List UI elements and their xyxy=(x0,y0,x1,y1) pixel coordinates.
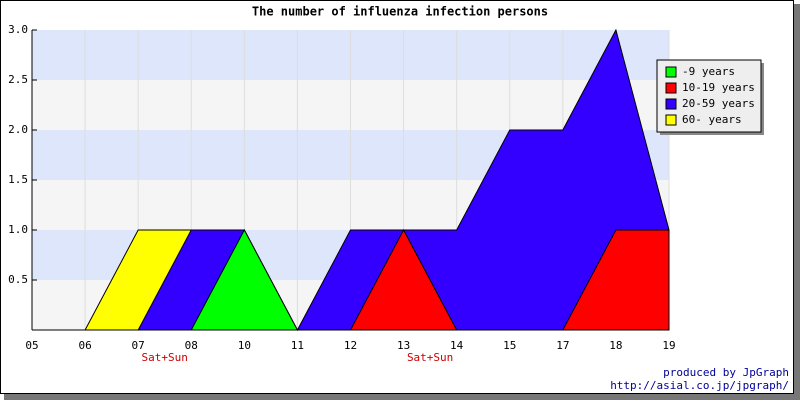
annotation: Sat+Sun xyxy=(407,351,453,364)
x-tick-label: 07 xyxy=(132,339,145,352)
y-tick-label: 3.0 xyxy=(8,23,28,36)
y-tick-label: 2.0 xyxy=(8,123,28,136)
x-tick-label: 11 xyxy=(291,339,304,352)
credit: produced by JpGraph xyxy=(663,366,789,379)
legend-label: -9 years xyxy=(682,65,735,78)
legend-swatch xyxy=(665,98,677,110)
y-tick-label: 0.5 xyxy=(8,273,28,286)
x-tick-label: 14 xyxy=(450,339,464,352)
credit: http://asial.co.jp/jpgraph/ xyxy=(610,379,789,392)
x-tick-label: 15 xyxy=(503,339,516,352)
y-tick-label: 1.0 xyxy=(8,223,28,236)
x-tick-label: 08 xyxy=(185,339,198,352)
legend-swatch xyxy=(665,82,677,94)
y-tick-label: 2.5 xyxy=(8,73,28,86)
x-tick-label: 17 xyxy=(556,339,569,352)
chart-title: The number of influenza infection person… xyxy=(252,5,548,19)
x-tick-label: 10 xyxy=(238,339,251,352)
y-tick-label: 1.5 xyxy=(8,173,28,186)
annotation: Sat+Sun xyxy=(142,351,188,364)
x-tick-label: 19 xyxy=(662,339,675,352)
legend-swatch xyxy=(665,114,677,126)
x-tick-label: 06 xyxy=(78,339,91,352)
legend-label: 10-19 years xyxy=(682,81,755,94)
x-tick-label: 18 xyxy=(609,339,622,352)
x-tick-label: 13 xyxy=(397,339,410,352)
x-tick-label: 12 xyxy=(344,339,357,352)
legend-label: 60- years xyxy=(682,113,742,126)
x-tick-label: 05 xyxy=(25,339,38,352)
legend-label: 20-59 years xyxy=(682,97,755,110)
legend-swatch xyxy=(665,66,677,78)
